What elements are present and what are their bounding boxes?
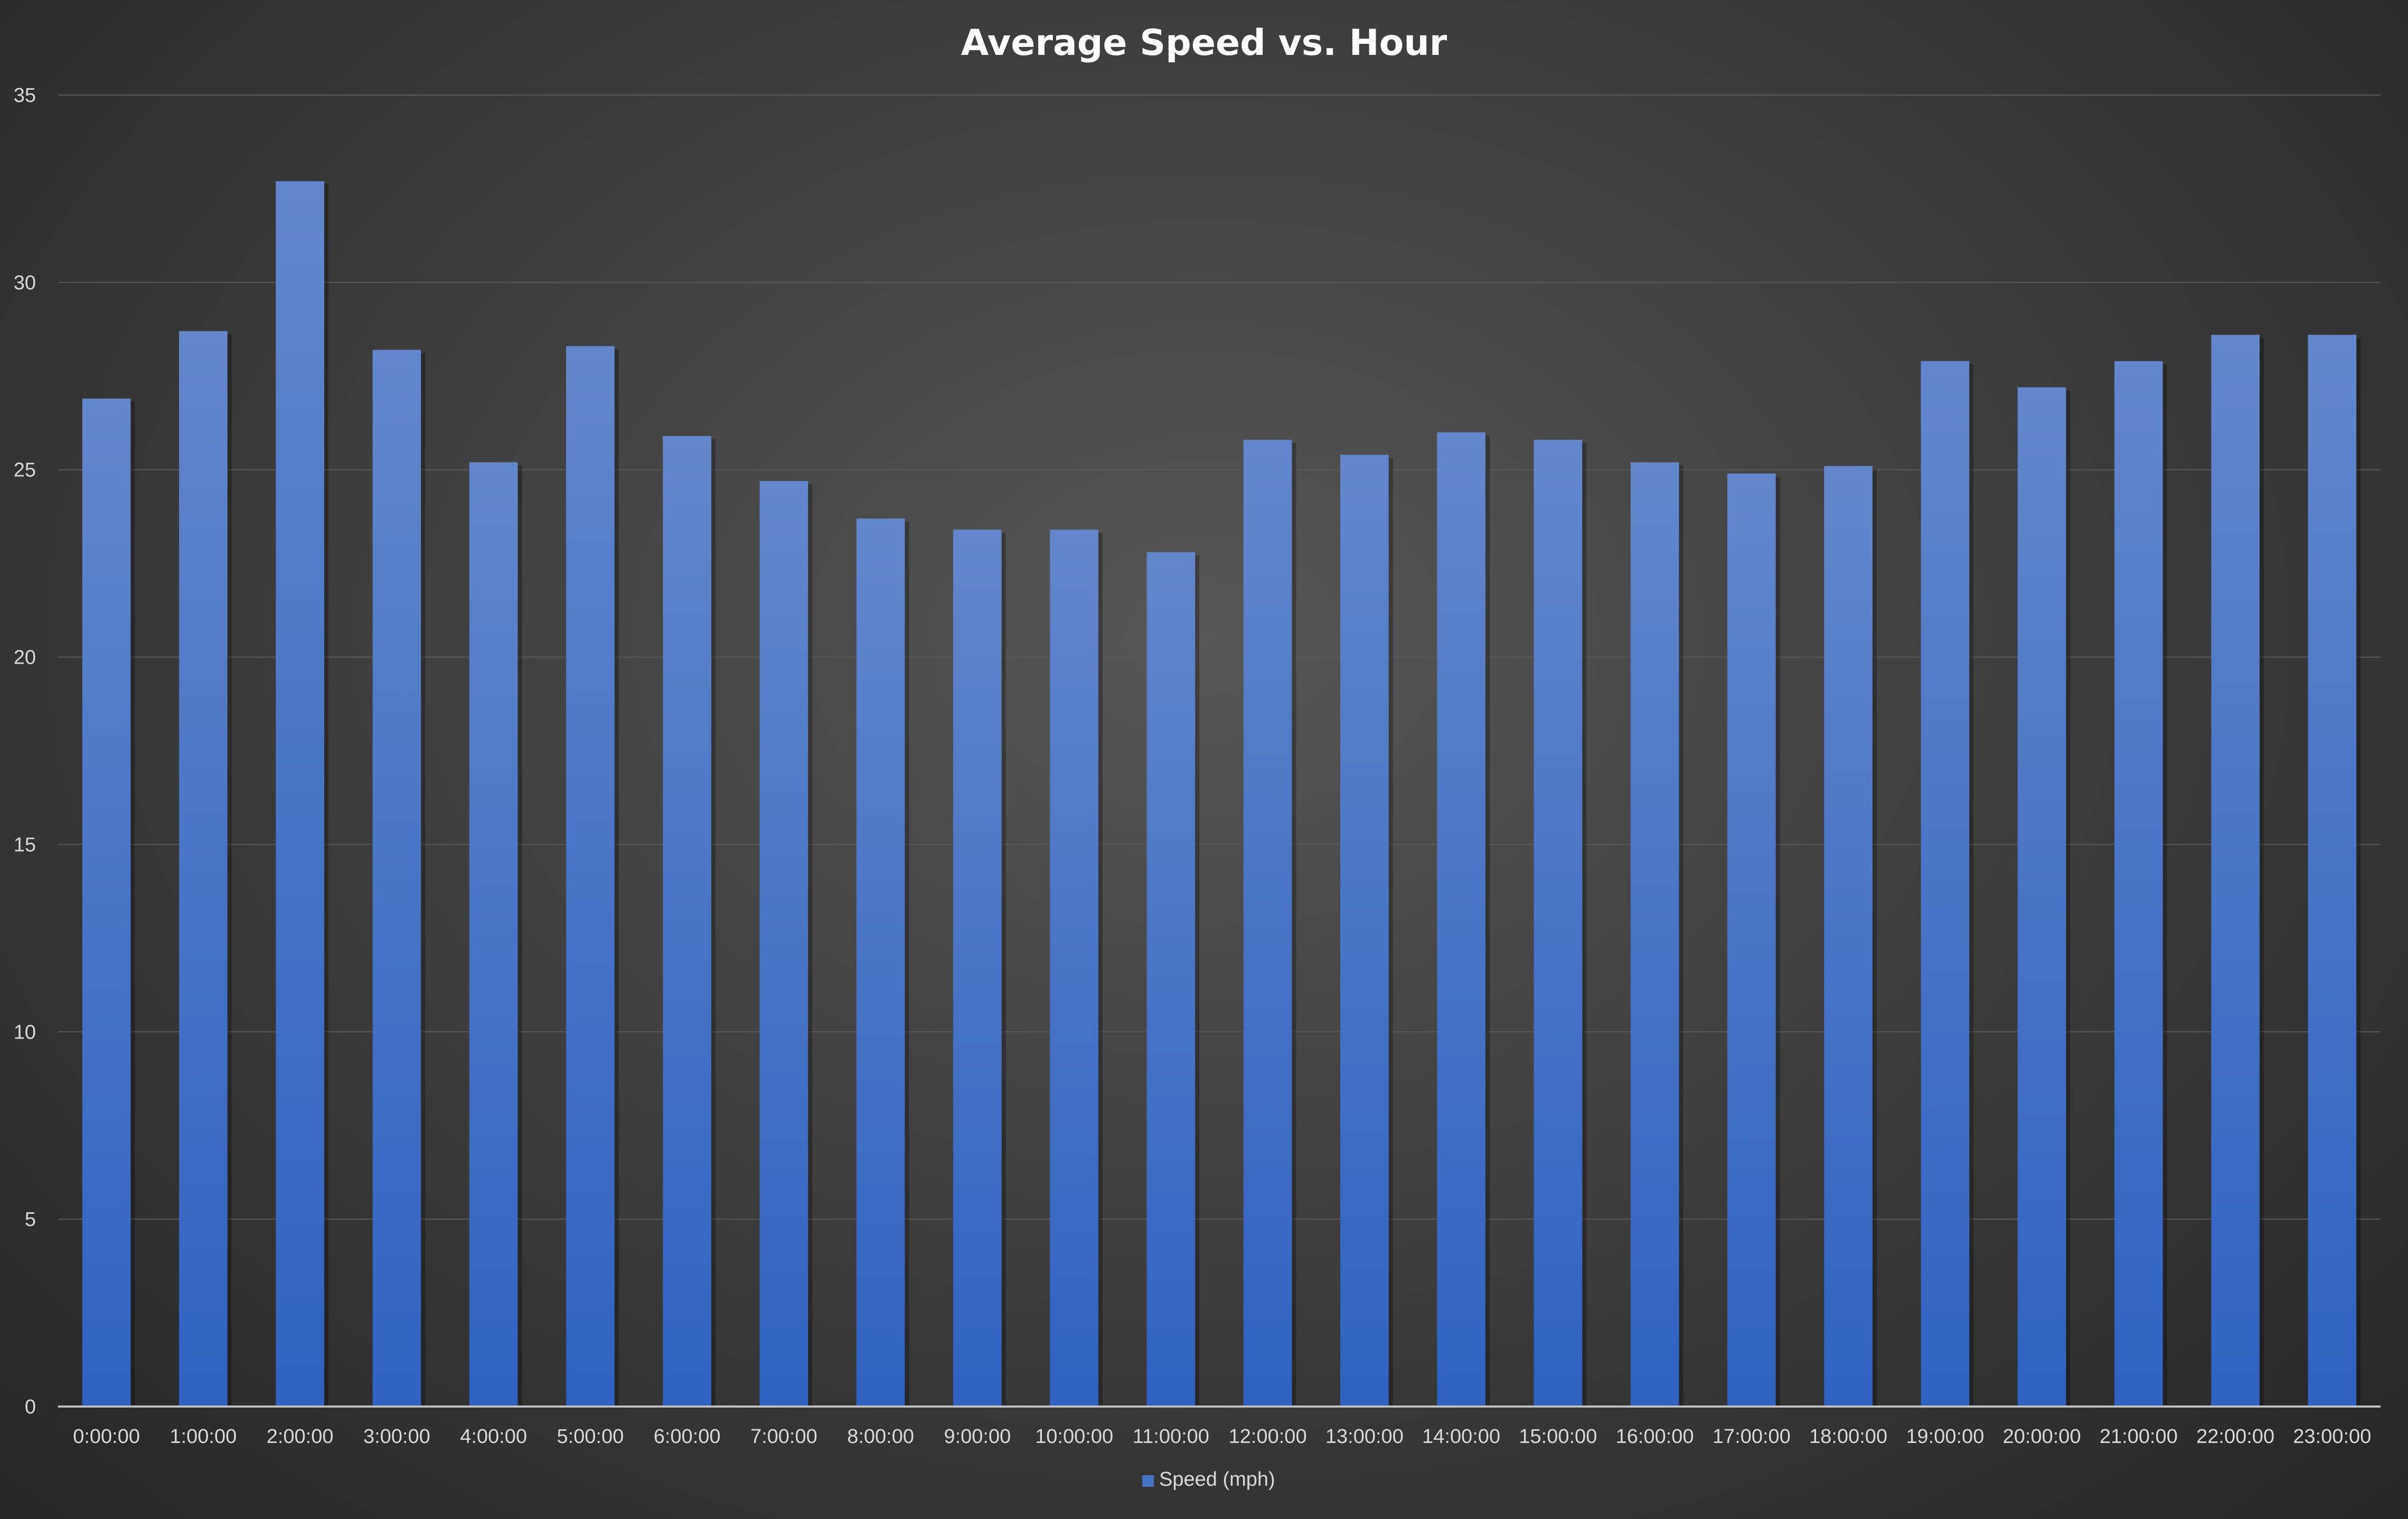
y-tick-label: 10 [14,1021,36,1043]
bar-13-00-00 [1340,455,1389,1407]
x-tick-label: 11:00:00 [1133,1426,1209,1448]
bar-15-00-00 [1534,439,1583,1407]
x-tick-label: 7:00:00 [750,1426,817,1448]
x-tick-label: 23:00:00 [2293,1426,2371,1448]
bar-3-00-00 [372,350,421,1407]
x-tick-label: 22:00:00 [2196,1426,2274,1448]
x-tick-label: 15:00:00 [1519,1426,1597,1448]
bar-5-00-00 [566,346,615,1407]
bar-0-00-00 [82,398,131,1407]
bars [82,181,2361,1407]
y-tick-label: 35 [14,84,36,107]
x-tick-label: 10:00:00 [1035,1426,1113,1448]
y-tick-label: 15 [14,834,36,856]
bar-23-00-00 [2308,335,2357,1407]
x-axis: 0:00:00 1:00:00 2:00:00 3:00:00 4:00:00 5:00:… [58,1405,2381,1448]
x-tick-label: 13:00:00 [1325,1426,1404,1448]
x-tick-label: 8:00:00 [847,1426,914,1448]
x-tick-label: 5:00:00 [557,1426,624,1448]
bar-10-00-00 [1050,530,1098,1407]
y-tick-label: 25 [14,459,36,482]
y-tick-label: 20 [14,647,36,669]
bar-16-00-00 [1630,462,1679,1407]
x-tick-label: 3:00:00 [363,1426,430,1448]
x-tick-label: 17:00:00 [1713,1426,1791,1448]
legend-label: Speed (mph) [1159,1468,1275,1490]
bar-18-00-00 [1824,466,1873,1407]
bar-12-00-00 [1243,439,1292,1407]
bar-20-00-00 [2017,387,2066,1407]
legend: Speed (mph) [1142,1468,1275,1490]
bar-14-00-00 [1437,432,1485,1407]
bar-2-00-00 [276,181,324,1407]
x-tick-label: 0:00:00 [73,1426,140,1448]
x-tick-label: 21:00:00 [2100,1426,2178,1448]
bar-9-00-00 [953,530,1002,1407]
y-tick-label: 30 [14,272,36,294]
bar-7-00-00 [759,481,808,1407]
legend-swatch [1142,1475,1154,1487]
x-tick-label: 12:00:00 [1229,1426,1307,1448]
y-axis: 0 5 10 15 20 25 30 35 [14,84,36,1418]
x-tick-label: 14:00:00 [1422,1426,1500,1448]
bar-17-00-00 [1727,473,1776,1407]
x-tick-label: 2:00:00 [267,1426,334,1448]
x-tick-label: 19:00:00 [1906,1426,1984,1448]
x-tick-label: 6:00:00 [654,1426,721,1448]
bar-1-00-00 [179,331,228,1407]
bar-11-00-00 [1146,552,1196,1407]
chart-title: Average Speed vs. Hour [961,22,1447,64]
bar-22-00-00 [2211,335,2260,1407]
bar-21-00-00 [2114,361,2163,1407]
x-tick-label: 4:00:00 [460,1426,527,1448]
y-tick-label: 5 [25,1209,36,1231]
bar-6-00-00 [663,436,711,1407]
x-tick-label: 1:00:00 [170,1426,237,1448]
bar-4-00-00 [469,462,518,1407]
x-tick-label: 20:00:00 [2003,1426,2081,1448]
gridlines [58,95,2381,1220]
x-tick-label: 18:00:00 [1809,1426,1887,1448]
x-tick-label: 16:00:00 [1616,1426,1694,1448]
bar-8-00-00 [856,518,905,1407]
x-tick-label: 9:00:00 [944,1426,1011,1448]
y-tick-label: 0 [25,1396,36,1418]
bar-19-00-00 [1921,361,1970,1407]
